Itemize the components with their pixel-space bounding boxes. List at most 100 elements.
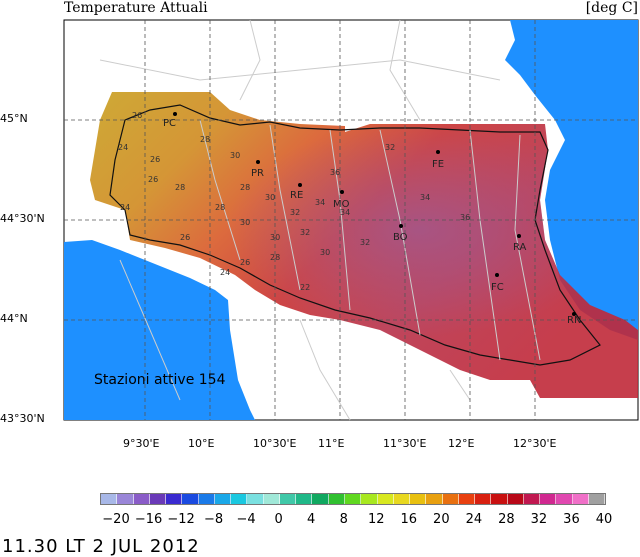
isotherm-label: 26 bbox=[180, 233, 190, 242]
isotherm-label: 34 bbox=[340, 208, 350, 217]
colorbar-swatch bbox=[523, 494, 541, 504]
city-label-pc: PC bbox=[163, 118, 176, 129]
lat-label: 43°30'N bbox=[0, 412, 45, 425]
colorbar-swatch bbox=[410, 494, 427, 504]
isotherm-label: 32 bbox=[290, 208, 300, 217]
colorbar-swatch bbox=[231, 494, 248, 504]
isotherm-label: 30 bbox=[265, 193, 275, 202]
lon-label: 11°30'E bbox=[383, 437, 427, 450]
isotherm-label: 30 bbox=[230, 151, 240, 160]
city-label-fc: FC bbox=[491, 282, 504, 293]
colorbar-swatch bbox=[247, 494, 264, 504]
lon-label: 10°E bbox=[188, 437, 215, 450]
colorbar-swatch bbox=[198, 494, 215, 504]
colorbar-tick: −8 bbox=[204, 512, 224, 527]
colorbar-swatch bbox=[279, 494, 297, 504]
lon-label: 11°E bbox=[318, 437, 345, 450]
isotherm-label: 30 bbox=[270, 233, 280, 242]
colorbar-tick: −16 bbox=[134, 512, 163, 527]
colorbar-tick: −12 bbox=[167, 512, 195, 527]
isotherm-label: 26 bbox=[148, 175, 158, 184]
colorbar-tick: 0 bbox=[274, 512, 283, 527]
city-label-re: RE bbox=[290, 190, 303, 201]
lon-label: 12°E bbox=[448, 437, 475, 450]
lon-label: 12°30'E bbox=[513, 437, 557, 450]
colorbar-swatch bbox=[426, 494, 443, 504]
isotherm-label: 24 bbox=[220, 268, 230, 277]
colorbar-tick: 36 bbox=[563, 512, 580, 527]
colorbar-swatch bbox=[149, 494, 167, 504]
lon-label: 10°30'E bbox=[253, 437, 297, 450]
colorbar-swatch bbox=[117, 494, 134, 504]
colorbar-swatch bbox=[296, 494, 313, 504]
colorbar-tick: 32 bbox=[530, 512, 548, 527]
colorbar-swatch bbox=[263, 494, 280, 504]
colorbar-swatch bbox=[361, 494, 378, 504]
city-label-bo: BO bbox=[393, 232, 408, 243]
colorbar-tick: 16 bbox=[400, 512, 418, 527]
ligurian-sea bbox=[64, 240, 255, 420]
colorbar-swatch bbox=[101, 494, 118, 504]
isotherm-label: 32 bbox=[300, 228, 310, 237]
colorbar-tick: 8 bbox=[339, 512, 348, 527]
timestamp: 11.30 LT 2 JUL 2012 bbox=[2, 536, 200, 557]
isotherm-label: 34 bbox=[420, 193, 430, 202]
isotherm-label: 24 bbox=[120, 203, 130, 212]
isotherm-label: 32 bbox=[385, 143, 395, 152]
city-markers bbox=[173, 112, 576, 316]
colorbar-swatch bbox=[491, 494, 508, 504]
city-label-rn: RN bbox=[567, 315, 581, 326]
city-label-fe: FE bbox=[432, 159, 444, 170]
isotherm-label: 28 bbox=[200, 135, 210, 144]
city-label-ra: RA bbox=[513, 242, 527, 253]
lon-label: 9°30'E bbox=[123, 437, 160, 450]
graticule bbox=[64, 20, 638, 420]
isotherm-label: 28 bbox=[240, 183, 250, 192]
stations-count: Stazioni attive 154 bbox=[94, 372, 226, 388]
isotherm-label: 28 bbox=[270, 253, 280, 262]
lat-label: 44°N bbox=[0, 312, 28, 325]
lat-label: 44°30'N bbox=[0, 212, 45, 225]
colorbar-tick: 4 bbox=[307, 512, 316, 527]
isotherm-label: 28 bbox=[175, 183, 185, 192]
isotherm-label: 26 bbox=[150, 155, 160, 164]
colorbar-tick: −20 bbox=[102, 512, 130, 527]
colorbar-tick: −4 bbox=[236, 512, 256, 527]
units-label: [deg C] bbox=[585, 0, 638, 16]
hot-spot bbox=[90, 92, 638, 398]
lat-label: 45°N bbox=[0, 112, 28, 125]
isotherm-label: 26 bbox=[132, 111, 142, 120]
adriatic-sea bbox=[505, 20, 638, 340]
colorbar-tick: 20 bbox=[433, 512, 450, 527]
colorbar-swatch bbox=[393, 494, 411, 504]
isotherm-label: 32 bbox=[360, 238, 370, 247]
isotherm-label: 36 bbox=[330, 168, 340, 177]
colorbar-swatch bbox=[458, 494, 476, 504]
colorbar-swatch bbox=[182, 494, 199, 504]
colorbar-swatch bbox=[328, 494, 345, 504]
colorbar-swatch bbox=[166, 494, 183, 504]
colorbar-swatch bbox=[442, 494, 459, 504]
isotherm-label: 30 bbox=[240, 218, 250, 227]
chart-title: Temperature Attuali bbox=[64, 0, 208, 16]
colorbar-swatch bbox=[540, 494, 557, 504]
colorbar-tick: 24 bbox=[465, 512, 483, 527]
colorbar-swatch bbox=[572, 494, 589, 504]
colorbar-swatch bbox=[312, 494, 329, 504]
colorbar-tick: 40 bbox=[595, 512, 613, 527]
region-boundary bbox=[109, 104, 601, 366]
colorbar-swatch bbox=[475, 494, 492, 504]
isotherm-label: 36 bbox=[460, 213, 470, 222]
city-label-pr: PR bbox=[251, 168, 264, 179]
colorbar-swatch bbox=[214, 494, 232, 504]
colorbar-swatch bbox=[377, 494, 394, 504]
colorbar-swatch bbox=[556, 494, 573, 504]
isotherm-label: 26 bbox=[240, 258, 250, 267]
colorbar-swatch bbox=[507, 494, 524, 504]
colorbar-swatch bbox=[588, 494, 606, 504]
city-label-mo: MO bbox=[333, 199, 350, 210]
isotherm-label: 30 bbox=[320, 248, 330, 257]
colorbar-swatch bbox=[344, 494, 362, 504]
isotherm-label: 22 bbox=[300, 283, 310, 292]
